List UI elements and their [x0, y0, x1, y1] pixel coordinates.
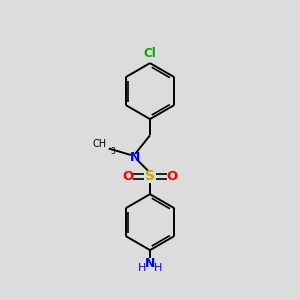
Text: Cl: Cl [144, 46, 156, 60]
Text: CH: CH [92, 139, 106, 149]
Text: O: O [167, 170, 178, 183]
Text: S: S [145, 169, 155, 184]
Text: N: N [145, 257, 155, 270]
Text: H: H [154, 263, 162, 273]
Text: 3: 3 [110, 147, 115, 156]
Text: H: H [138, 263, 146, 273]
Text: N: N [130, 151, 140, 164]
Text: O: O [122, 170, 134, 183]
